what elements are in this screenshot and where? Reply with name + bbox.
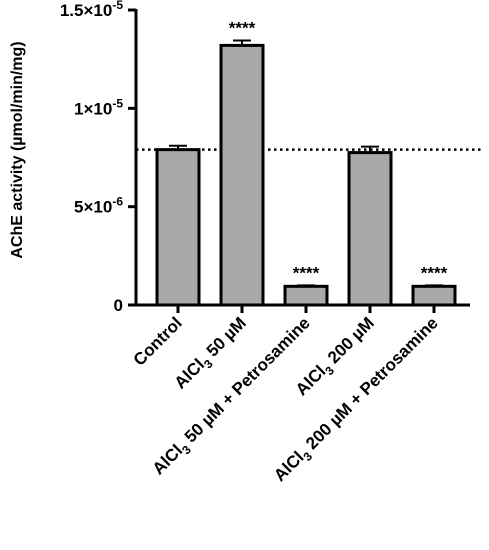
bar (347, 151, 393, 307)
bar (283, 284, 329, 307)
y-tick-label: 1×10-5 (74, 96, 123, 118)
bar (219, 43, 265, 307)
significance-label: **** (293, 263, 320, 282)
significance-label: **** (229, 18, 256, 37)
y-tick-label: 5×10-6 (74, 195, 123, 217)
bar (411, 284, 457, 307)
significance-label: **** (421, 263, 448, 282)
y-tick-label: 1.5×10-5 (60, 0, 123, 20)
y-axis-label: AChE activity (µmol/min/mg) (9, 41, 26, 258)
axis-layer (128, 8, 470, 313)
bars-layer (136, 39, 482, 307)
y-tick-label: 0 (114, 296, 123, 315)
bar (155, 148, 201, 307)
category-label: Control (130, 313, 186, 369)
